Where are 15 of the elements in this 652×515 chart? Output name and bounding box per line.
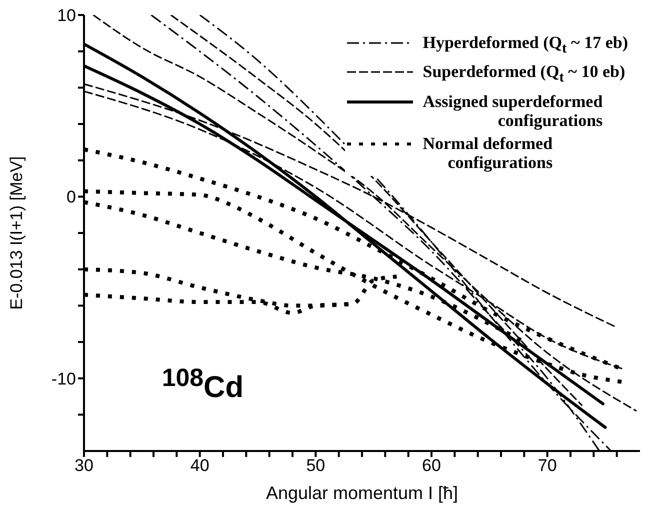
y-tick-label: 0 <box>66 188 76 207</box>
legend-label: Hyperdeformed (Q$_{t}$ ~ 17 eb) <box>422 33 628 58</box>
x-tick-label: 30 <box>74 456 94 476</box>
x-tick-label: 40 <box>190 456 210 476</box>
y-tick-label: 10 <box>57 6 76 26</box>
y-axis-title: E-0.013 I(I+1) [MeV] <box>7 156 26 310</box>
x-tick-label: 60 <box>422 456 441 476</box>
y-tick-label: -10 <box>51 369 76 388</box>
legend-label: Normal deformed configurations <box>422 134 553 172</box>
x-tick-label: 50 <box>306 456 326 476</box>
legend-label: Superdeformed (Q$_{t}$ ~ 10 eb) <box>422 62 626 88</box>
annotation: $^{108}$Cd <box>162 364 244 405</box>
x-axis-title: Angular momentum I [ħ] <box>266 483 458 503</box>
x-tick-label: 70 <box>538 456 557 476</box>
legend-label: Assigned superdeformed configurations <box>422 92 603 130</box>
